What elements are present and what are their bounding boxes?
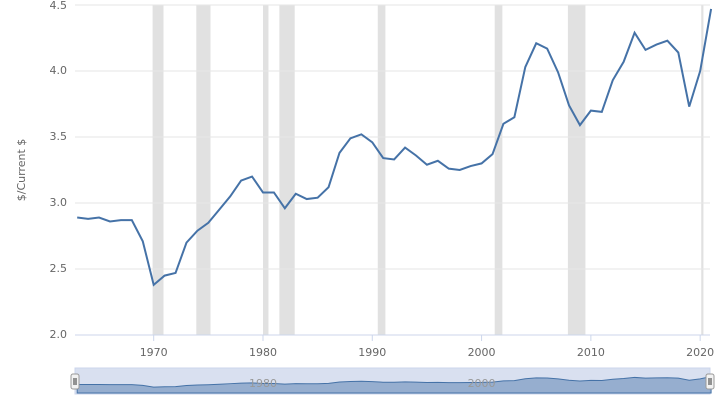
x-tick-label: 2000	[468, 346, 496, 359]
recession-band	[152, 5, 164, 335]
recession-band	[494, 5, 503, 335]
navigator-tick-label: 1980	[249, 377, 277, 390]
y-tick-label: 3.5	[50, 130, 68, 143]
navigator-tick-label: 2000	[468, 377, 496, 390]
x-tick-label: 1980	[249, 346, 277, 359]
recession-band	[196, 5, 211, 335]
data-line	[77, 8, 713, 287]
recession-band	[377, 5, 386, 335]
recession-band	[701, 5, 704, 335]
y-tick-label: 2.5	[50, 262, 68, 275]
navigator-bg	[74, 367, 711, 395]
recession-band	[262, 5, 269, 335]
y-tick-label: 4.5	[50, 0, 68, 12]
navigator-handle[interactable]	[70, 373, 80, 390]
recession-band	[279, 5, 295, 335]
navigator-handle[interactable]	[705, 373, 715, 390]
x-tick-label: 2010	[577, 346, 605, 359]
x-tick-label: 1990	[358, 346, 386, 359]
x-tick-label: 1970	[140, 346, 168, 359]
y-tick-label: 3.0	[50, 196, 68, 209]
recession-band	[567, 5, 586, 335]
navigator-series	[76, 375, 712, 394]
x-tick-label: 2020	[686, 346, 714, 359]
y-axis-label: $/Current $	[15, 139, 28, 202]
y-tick-label: 2.0	[50, 328, 68, 341]
y-tick-label: 4.0	[50, 64, 68, 77]
